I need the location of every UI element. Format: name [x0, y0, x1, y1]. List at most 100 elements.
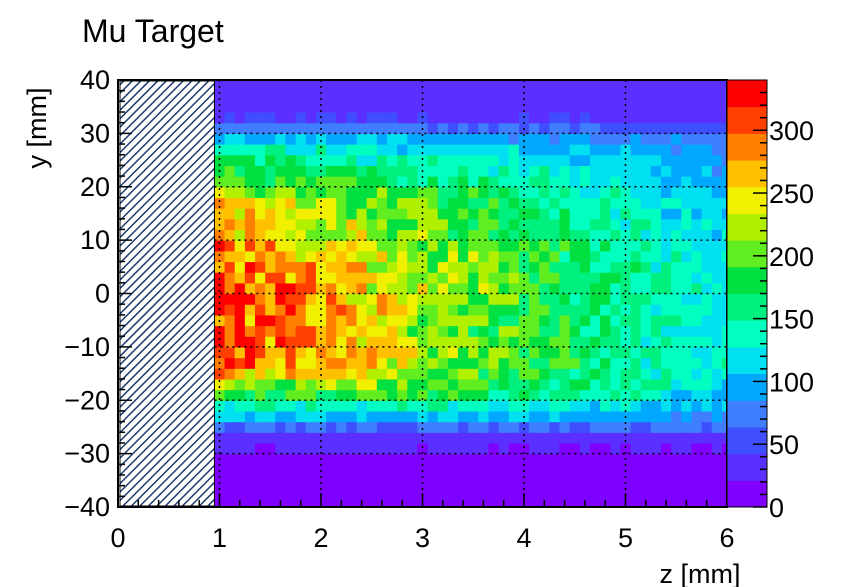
heatmap-cell — [386, 144, 398, 156]
heatmap-cell — [681, 197, 693, 209]
heatmap-cell — [447, 208, 459, 220]
heatmap-cell — [701, 80, 713, 92]
heatmap-cell — [721, 410, 728, 423]
heatmap-cell — [701, 208, 713, 220]
heatmap-cell — [559, 282, 571, 295]
heatmap-cell — [610, 122, 622, 134]
heatmap-cell — [711, 250, 723, 263]
heatmap-cell — [681, 368, 693, 380]
heatmap-cell — [244, 325, 256, 337]
grid-lines — [214, 80, 727, 507]
heatmap-cell — [539, 357, 550, 369]
heatmap-cell — [701, 357, 713, 369]
heatmap-cell — [468, 165, 479, 177]
heatmap-cell — [447, 485, 459, 497]
heatmap-cell — [397, 250, 408, 263]
heatmap-cell — [265, 165, 276, 177]
heatmap-cell — [498, 368, 510, 380]
heatmap-cell — [721, 197, 728, 209]
heatmap-cell — [326, 272, 337, 284]
heatmap-cell — [549, 154, 561, 166]
heatmap-cell — [326, 112, 337, 124]
heatmap-cell — [224, 357, 236, 369]
heatmap-cell — [650, 432, 662, 444]
heatmap-cell — [579, 240, 591, 252]
heatmap-cell — [285, 304, 297, 316]
heatmap-cell — [701, 474, 713, 487]
heatmap-cell — [559, 165, 571, 177]
heatmap-cell — [589, 144, 601, 156]
heatmap-cell — [691, 474, 703, 487]
colorbar-tick-label: 50 — [769, 430, 799, 460]
heatmap-cell — [356, 357, 368, 369]
heatmap-cell — [579, 442, 591, 455]
heatmap-cell — [458, 368, 469, 380]
heatmap-cell — [255, 261, 266, 273]
heatmap-cell — [498, 304, 510, 316]
heatmap-cell — [549, 90, 561, 102]
heatmap-cell — [518, 80, 530, 92]
heatmap-cell — [285, 112, 297, 124]
heatmap-cell — [417, 293, 429, 305]
heatmap-cell — [255, 208, 266, 220]
heatmap-cell — [346, 112, 358, 124]
heatmap-cell — [305, 496, 317, 508]
heatmap-cell — [295, 442, 307, 455]
heatmap-cell — [711, 421, 723, 433]
heatmap-cell — [559, 346, 571, 359]
heatmap-cell — [549, 378, 561, 391]
heatmap-cell — [518, 432, 530, 444]
heatmap-cell — [458, 314, 469, 327]
heatmap-cell — [478, 122, 490, 134]
heatmap-cell — [488, 357, 500, 369]
heatmap-cell — [346, 464, 358, 476]
heatmap-cell — [671, 176, 682, 188]
heatmap-cell — [640, 464, 652, 476]
heatmap-cell — [275, 453, 287, 465]
heatmap-cell — [468, 282, 479, 295]
heatmap-cell — [234, 80, 246, 92]
heatmap-cell — [681, 165, 693, 177]
heatmap-cell — [650, 389, 662, 401]
heatmap-cell — [610, 389, 622, 401]
heatmap-cell — [650, 325, 662, 337]
heatmap-cell — [447, 272, 459, 284]
heatmap-cell — [671, 112, 682, 124]
heatmap-cell — [650, 80, 662, 92]
heatmap-cell — [620, 197, 632, 209]
heatmap-cell — [468, 133, 479, 145]
heatmap-cell — [427, 250, 439, 263]
heatmap-cell — [518, 464, 530, 476]
heatmap-cell — [559, 144, 571, 156]
heatmap-cell — [529, 400, 540, 412]
heatmap-cell — [407, 421, 419, 433]
heatmap-cell — [681, 250, 693, 263]
heatmap-cell — [549, 346, 561, 359]
heatmap-cell — [326, 250, 337, 263]
heatmap-cell — [600, 154, 611, 166]
heatmap-cell — [600, 122, 611, 134]
heatmap-cell — [691, 485, 703, 497]
heatmap-cell — [336, 218, 347, 231]
heatmap-cell — [630, 261, 642, 273]
heatmap-cell — [661, 250, 672, 263]
heatmap-cell — [559, 464, 571, 476]
heatmap-cell — [549, 304, 561, 316]
heatmap-cell — [600, 261, 611, 273]
heatmap-cell — [569, 314, 581, 327]
heatmap-cell — [437, 165, 449, 177]
heatmap-cell — [508, 90, 520, 102]
heatmap-cell — [285, 432, 297, 444]
heatmap-cell — [630, 304, 642, 316]
heatmap-cell — [366, 165, 378, 177]
heatmap-cell — [407, 144, 419, 156]
heatmap-cell — [265, 453, 276, 465]
heatmap-cell — [508, 186, 520, 199]
heatmap-cell — [549, 122, 561, 134]
heatmap-cell — [285, 250, 297, 263]
heatmap-cell — [224, 112, 236, 124]
heatmap-cell — [336, 378, 347, 391]
heatmap-cell — [549, 368, 561, 380]
heatmap-cell — [407, 272, 419, 284]
